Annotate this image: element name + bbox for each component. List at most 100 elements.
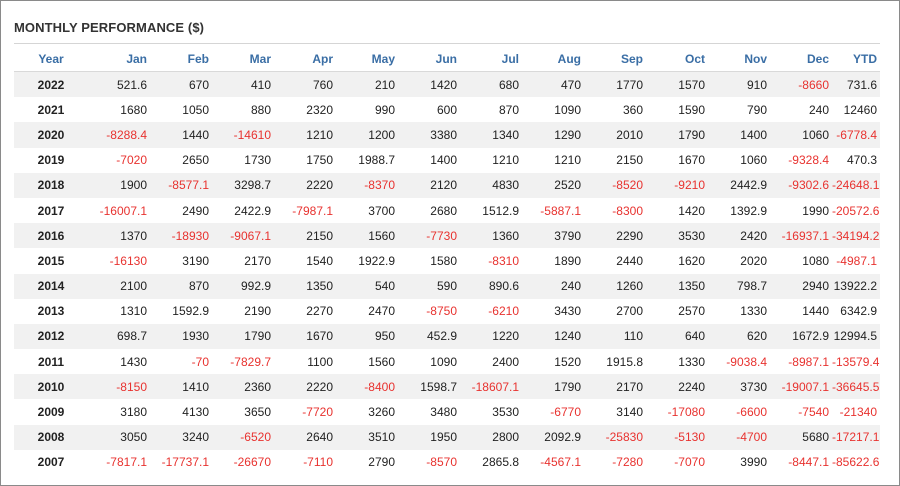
value-cell: 3790	[522, 223, 584, 249]
value-cell: 2092.9	[522, 424, 584, 450]
value-cell: 992.9	[212, 273, 274, 299]
value-cell: 3050	[88, 424, 150, 450]
value-cell: 990	[374, 102, 395, 117]
value-cell: -8570	[426, 455, 457, 470]
value-cell: -6770	[550, 405, 581, 420]
table-row: 2020 -8288.4 1440 -14610 1210 1200 3380 1340 129…	[14, 122, 880, 148]
value-cell: 2360	[212, 374, 274, 400]
value-cell: 680	[460, 71, 522, 98]
value-cell: 2640	[274, 424, 336, 450]
year-cell: 2017	[37, 203, 65, 218]
value-cell: 2790	[368, 455, 395, 470]
value-cell: 2220	[274, 374, 336, 400]
value-cell: 210	[336, 71, 398, 98]
value-cell: 2010	[584, 122, 646, 148]
value-cell: -8987.1	[788, 354, 829, 369]
value-cell: -8660	[770, 71, 832, 98]
year-cell: 2013	[37, 304, 65, 319]
value-cell: 1922.9	[358, 253, 395, 268]
value-cell: -70	[191, 354, 209, 369]
value-cell: 2120	[398, 172, 460, 198]
value-cell: 1620	[678, 253, 705, 268]
value-cell: 1050	[182, 102, 209, 117]
value-cell: 12994.5	[832, 323, 880, 350]
value-cell: 3140	[616, 405, 643, 420]
value-cell: 1240	[522, 323, 584, 350]
value-cell: 1670	[274, 323, 336, 350]
value-cell: 698.7	[88, 323, 150, 350]
table-row: 2021 1680 1050 880 2320 990 600 870 1090 360 1590 7…	[14, 97, 880, 122]
value-cell: 2700	[616, 304, 643, 319]
value-cell: 1770	[584, 71, 646, 98]
value-cell: -16007.1	[99, 203, 147, 218]
value-cell: 2490	[182, 203, 209, 218]
value-cell: -85622.6	[832, 455, 880, 470]
value-cell: 3700	[368, 203, 395, 218]
value-cell: -4567.1	[540, 455, 581, 470]
value-cell: -16130	[109, 253, 147, 268]
column-header-sep: Sep	[584, 46, 646, 72]
value-cell: 1580	[430, 253, 457, 268]
value-cell: 1360	[460, 223, 522, 249]
value-cell: 2020	[740, 253, 767, 268]
value-cell: 870	[150, 273, 212, 299]
value-cell: 2290	[584, 223, 646, 249]
value-cell: -4987.1	[836, 253, 877, 268]
value-cell: 1430	[120, 354, 147, 369]
value-cell: 1090	[554, 102, 581, 117]
value-cell: -8400	[336, 374, 398, 400]
value-cell: -24648.1	[832, 172, 880, 198]
column-header-dec: Dec	[770, 46, 832, 72]
value-cell: -6520	[212, 424, 274, 450]
value-cell: 890.6	[460, 273, 522, 299]
table-row: 2017 -16007.1 2490 2422.9 -7987.1 3700 2680 151…	[14, 198, 880, 223]
table-row: 2008 3050 3240 -6520 2640 3510 1950 2800 2092.9-…	[14, 424, 880, 450]
value-cell: 452.9	[398, 323, 460, 350]
column-header-mar: Mar	[212, 46, 274, 72]
value-cell: -18607.1	[460, 374, 522, 400]
column-header-apr: Apr	[274, 46, 336, 72]
value-cell: 2650	[182, 153, 209, 168]
value-cell: -5887.1	[540, 203, 581, 218]
value-cell: 2170	[584, 374, 646, 400]
value-cell: 2400	[492, 354, 519, 369]
value-cell: 240	[808, 102, 829, 117]
value-cell: 1260	[584, 273, 646, 299]
column-header-nov: Nov	[708, 46, 770, 72]
table-row: 2010 -8150 1410 2360 2220 -8400 1598.7 -18607.1…	[14, 374, 880, 400]
value-cell: -16937.1	[770, 223, 832, 249]
value-cell: 1990	[802, 203, 829, 218]
value-cell: 2100	[88, 273, 150, 299]
value-cell: 2800	[460, 424, 522, 450]
value-cell: 1680	[120, 102, 147, 117]
value-cell: -8520	[584, 172, 646, 198]
table-row: 2007 -7817.1 -17737.1 -26670 -7110 2790 -8570 2…	[14, 450, 880, 475]
value-cell: 1080	[802, 253, 829, 268]
year-cell: 2019	[37, 153, 65, 168]
value-cell: 1210	[274, 122, 336, 148]
value-cell: -8150	[88, 374, 150, 400]
year-cell: 2009	[37, 405, 65, 420]
value-cell: 2520	[522, 172, 584, 198]
year-cell: 2007	[37, 455, 65, 470]
value-cell: 110	[584, 323, 646, 350]
year-cell: 2020	[14, 122, 88, 148]
value-cell: 1915.8	[606, 354, 643, 369]
value-cell: 470.3	[846, 153, 877, 168]
value-cell: 1210	[554, 153, 581, 168]
value-cell: -20572.6	[832, 203, 880, 218]
table-row: 2015 -16130 3190 2170 1540 1922.9 1580 -8310 189…	[14, 248, 880, 273]
value-cell: -8577.1	[150, 172, 212, 198]
value-cell: -34194.2	[832, 223, 880, 249]
value-cell: 4830	[460, 172, 522, 198]
table-row: 2014 2100 870 992.9 1350 540 590 890.6 240 1260 13…	[14, 273, 880, 299]
value-cell: -9210	[646, 172, 708, 198]
year-cell: 2010	[14, 374, 88, 400]
value-cell: 2170	[244, 253, 271, 268]
value-cell: 880	[250, 102, 271, 117]
value-cell: 590	[398, 273, 460, 299]
value-cell: 12460	[843, 102, 877, 117]
value-cell: -7070	[674, 455, 705, 470]
value-cell: 6342.9	[840, 304, 877, 319]
